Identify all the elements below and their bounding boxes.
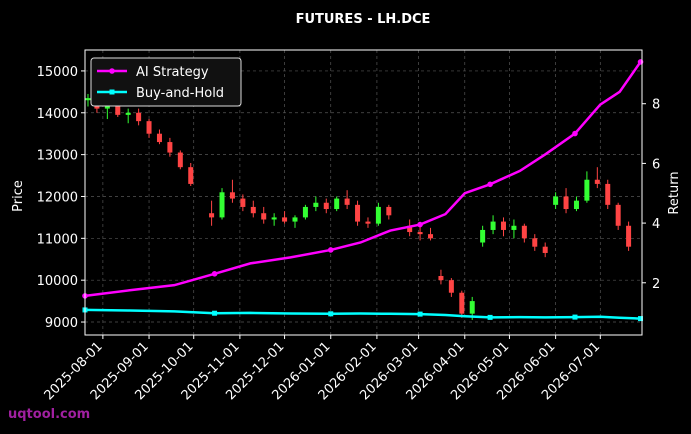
y-tick-label: 12000 [37, 190, 78, 205]
line-marker [327, 247, 334, 253]
y-axis-label: Price [11, 180, 26, 212]
candle-body [229, 192, 235, 199]
y2-tick-label: 2 [652, 277, 660, 292]
candle-body [240, 198, 246, 207]
candle-body [386, 206, 392, 216]
candle-body [605, 183, 611, 205]
candle-body [459, 292, 465, 314]
candle-body [177, 152, 183, 168]
candle-body [532, 238, 538, 247]
candle-body [250, 206, 256, 214]
y-tick-label: 10000 [37, 274, 78, 289]
line-marker [417, 221, 423, 228]
candle-body [407, 225, 413, 233]
candle-body [334, 198, 340, 210]
candle-body [146, 121, 152, 134]
candle-body [511, 225, 517, 230]
candle-body [292, 217, 298, 222]
candle-body [156, 133, 162, 143]
candle-body [313, 202, 319, 207]
line-marker [328, 311, 334, 317]
y-tick-label: 11000 [37, 232, 78, 247]
candle-body [302, 206, 308, 218]
candle-body [167, 142, 173, 153]
candle-body [344, 198, 350, 205]
line-marker [212, 310, 218, 316]
y-tick-label: 13000 [37, 149, 78, 164]
candle-body [136, 112, 142, 122]
legend-marker [109, 68, 115, 74]
line-marker [211, 271, 218, 277]
line-marker [487, 181, 493, 188]
chart-title: FUTURES - LH.DCE [296, 12, 431, 27]
candle-body [542, 246, 548, 253]
watermark: uqtool.com [8, 407, 90, 422]
legend-marker [109, 89, 115, 95]
candle-body [375, 206, 381, 224]
candle-body [188, 167, 194, 184]
y-tick-label: 9000 [45, 316, 78, 331]
line-marker [572, 314, 578, 320]
candle-body [85, 98, 91, 101]
candle-body [115, 104, 121, 115]
candle-body [490, 221, 496, 230]
y2-axis-label: Return [667, 171, 682, 214]
candle-body [480, 229, 486, 243]
candle-body [209, 213, 215, 218]
y-tick-label: 14000 [37, 107, 78, 122]
y2-tick-label: 8 [652, 98, 660, 113]
candle-body [553, 196, 559, 205]
candle-body [563, 196, 569, 210]
candle-body [261, 213, 267, 220]
candle-body [615, 204, 621, 226]
y2-tick-label: 6 [652, 157, 660, 172]
legend-label: AI Strategy [136, 65, 209, 80]
candle-body [271, 217, 277, 220]
candle-body [417, 232, 423, 235]
candle-body [219, 192, 225, 218]
legend-label: Buy-and-Hold [136, 86, 224, 101]
candle-body [500, 221, 506, 230]
candle-body [428, 234, 434, 239]
candle-body [584, 179, 590, 201]
candle-body [438, 275, 444, 281]
y2-tick-label: 4 [652, 217, 660, 232]
legend-box [90, 57, 242, 107]
plot-frame [84, 49, 643, 336]
candle-body [469, 301, 475, 314]
y-tick-label: 15000 [37, 65, 78, 80]
candle-body [594, 179, 600, 184]
line-marker [638, 316, 644, 322]
candle-body [125, 112, 131, 115]
line-marker [487, 314, 493, 320]
legend: AI Strategy Buy-and-Hold [90, 57, 242, 107]
line-marker [417, 311, 423, 317]
candle-body [521, 225, 527, 239]
candle-body [282, 217, 288, 222]
candle-body [355, 204, 361, 222]
line-marker [572, 130, 578, 137]
candle-body [365, 221, 371, 224]
candle-body [573, 200, 579, 210]
candle-body [626, 225, 632, 247]
candle-body [448, 280, 454, 293]
candle-body [323, 202, 329, 210]
